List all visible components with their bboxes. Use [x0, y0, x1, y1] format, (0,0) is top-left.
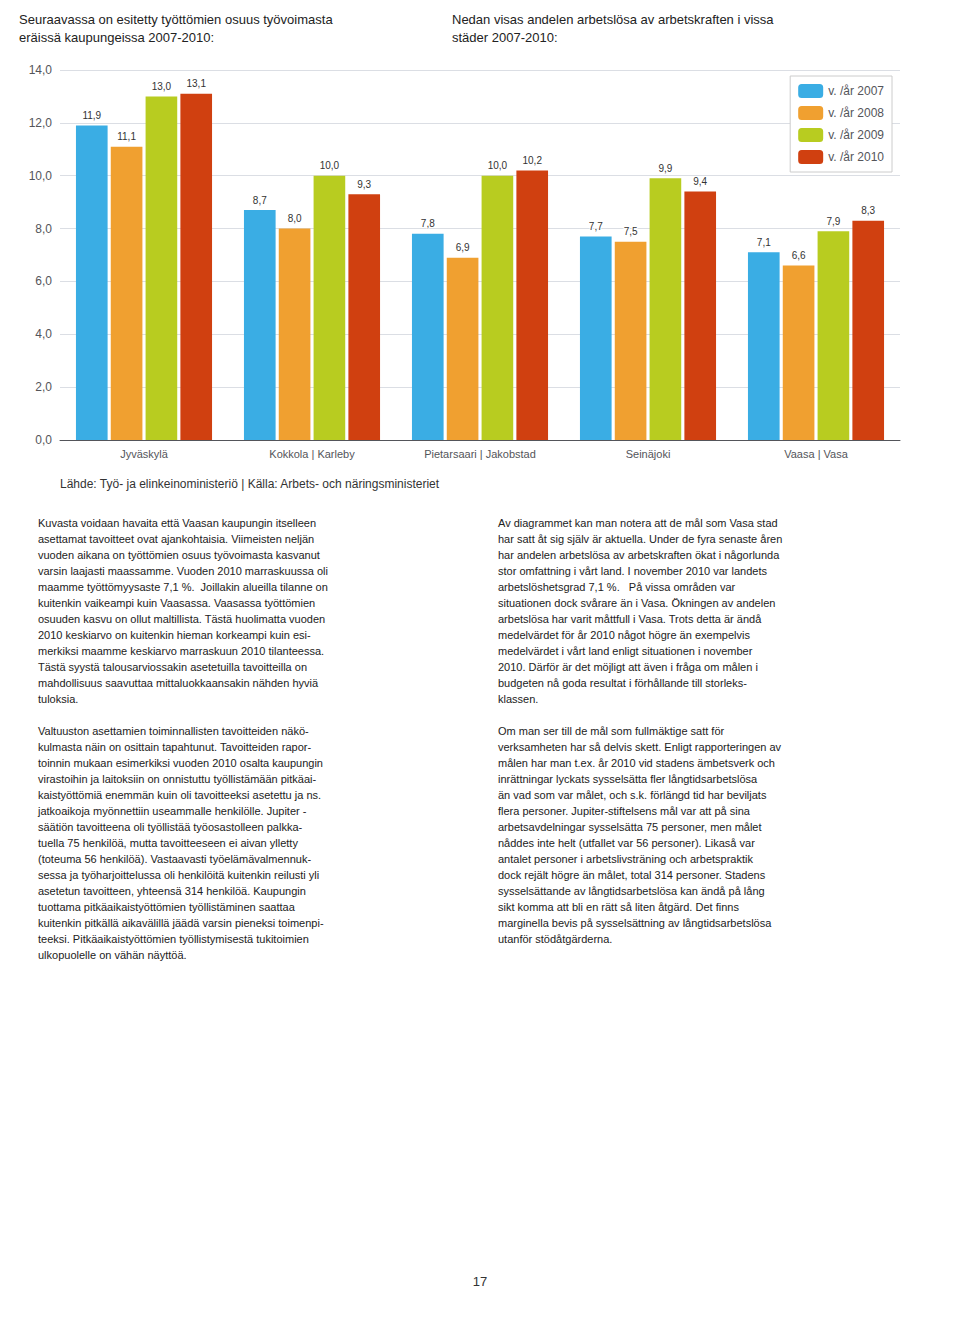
svg-text:14,0: 14,0	[29, 63, 53, 77]
svg-text:Seinäjoki: Seinäjoki	[626, 448, 671, 460]
svg-text:8,7: 8,7	[253, 195, 267, 206]
svg-text:0,0: 0,0	[35, 433, 52, 447]
svg-text:13,1: 13,1	[186, 78, 206, 89]
svg-text:11,9: 11,9	[82, 110, 101, 121]
svg-text:arbetslösa har varit måttfull: arbetslösa har varit måttfull i Vasa. Tr…	[498, 613, 762, 625]
svg-text:asettamat tavoitteet ovat ajan: asettamat tavoitteet ovat ajankohtaisia.…	[38, 533, 314, 545]
svg-text:marginella bevis på sysselsätt: marginella bevis på sysselsättning av lå…	[498, 917, 772, 929]
svg-text:7,9: 7,9	[826, 216, 840, 227]
svg-text:arbetslöshetsgrad 7,1 %. På: arbetslöshetsgrad 7,1 %. På vissa område…	[498, 581, 736, 593]
svg-text:utanför stödåtgärderna.: utanför stödåtgärderna.	[498, 933, 612, 945]
svg-text:9,4: 9,4	[693, 176, 707, 187]
svg-text:medelvärdet i vårt land enligt: medelvärdet i vårt land enligt situation…	[498, 645, 753, 657]
svg-text:flera personer. Jupiter-stifte: flera personer. Jupiter-stiftelsens mål …	[498, 805, 751, 817]
svg-text:mahdollisuus saavuttaa mittalu: mahdollisuus saavuttaa mittaluokkaansaki…	[38, 677, 319, 689]
svg-text:toinnin mukaan esimerkiksi vuo: toinnin mukaan esimerkiksi vuoden 2010 o…	[38, 757, 323, 769]
svg-text:8,0: 8,0	[35, 222, 52, 236]
svg-text:7,5: 7,5	[624, 226, 638, 237]
svg-text:har andelen arbetslösa av arbe: har andelen arbetslösa av arbetskraften …	[498, 549, 780, 561]
svg-text:tuottama pitkäaikaistyöttömien: tuottama pitkäaikaistyöttömien työllistä…	[38, 901, 296, 913]
svg-text:9,3: 9,3	[357, 179, 371, 190]
svg-text:asetetun tavoitteen, yhteensä: asetetun tavoitteen, yhteensä 314 henkil…	[38, 885, 306, 897]
svg-text:Valtuuston asettamien toiminna: Valtuuston asettamien toiminnallisten ta…	[38, 725, 309, 737]
svg-text:dock rejält högre än målet, to: dock rejält högre än målet, total 314 pe…	[498, 869, 766, 881]
svg-text:10,0: 10,0	[29, 169, 53, 183]
svg-text:4,0: 4,0	[35, 327, 52, 341]
svg-text:virastoihin ja laitoksiin on o: virastoihin ja laitoksiin on onnistuttu …	[38, 773, 317, 785]
svg-text:Tästä syystä talousarviossakin: Tästä syystä talousarviossakin asetetuil…	[38, 661, 307, 673]
svg-text:Seuraavassa on esitetty työttö: Seuraavassa on esitetty työttömien osuus…	[19, 12, 333, 27]
svg-text:Kokkola | Karleby: Kokkola | Karleby	[269, 448, 355, 460]
svg-text:medelvärdet för år 2010 något: medelvärdet för år 2010 något högre än e…	[498, 629, 750, 641]
svg-text:6,6: 6,6	[792, 250, 806, 261]
svg-text:osuuden kasvu on ollut maltill: osuuden kasvu on ollut maltillista. Täst…	[38, 613, 325, 625]
svg-text:Lähde: Työ- ja elinkeinominist: Lähde: Työ- ja elinkeinoministeriö | Käl…	[60, 477, 440, 491]
svg-text:2010 keskiarvo on kuitenkin hi: 2010 keskiarvo on kuitenkin hieman korke…	[38, 629, 311, 641]
svg-text:sysselsättande av långtidsarbe: sysselsättande av långtidsarbetslösa kan…	[498, 885, 765, 897]
svg-text:Nedan visas andelen arbetslösa: Nedan visas andelen arbetslösa av arbets…	[452, 12, 774, 27]
svg-text:varsin laajasti maassamme. Vuo: varsin laajasti maassamme. Vuoden 2010 m…	[38, 565, 328, 577]
svg-text:budgeten nå goda resultat i fö: budgeten nå goda resultat i förhållande …	[498, 677, 747, 689]
svg-text:kuitenkin pitkällä aikavälillä: kuitenkin pitkällä aikavälillä jäädä var…	[38, 917, 324, 929]
svg-text:merkiksi maamme keskiarvo marr: merkiksi maamme keskiarvo marraskuun 201…	[38, 645, 324, 657]
svg-text:har satt åt sig själv är aktue: har satt åt sig själv är aktuella. Under…	[498, 533, 782, 545]
svg-text:v. /år 2009: v. /år 2009	[828, 128, 884, 142]
svg-text:kulmasta näin on osittain tapa: kulmasta näin on osittain tapahtunut. Ta…	[38, 741, 311, 753]
svg-text:tuella 75 henkilöä, mutta tavo: tuella 75 henkilöä, mutta tavoitteeseen …	[38, 837, 298, 849]
svg-text:nåddes inte helt (utfallet var: nåddes inte helt (utfallet var 56 person…	[498, 837, 755, 849]
svg-text:8,0: 8,0	[288, 213, 302, 224]
svg-text:12,0: 12,0	[29, 116, 53, 130]
svg-text:17: 17	[473, 1274, 487, 1289]
svg-text:än vad som var målet, och s.k.: än vad som var målet, och s.k. förlängd …	[498, 789, 767, 801]
svg-text:klassen.: klassen.	[498, 693, 538, 705]
svg-text:säätiön tavoitteena oli työlli: säätiön tavoitteena oli työllistää työos…	[38, 821, 302, 833]
svg-text:inrättningar lyckats sysselsät: inrättningar lyckats sysselsätta fler lå…	[498, 773, 758, 785]
svg-text:maamme työttömyysaste 7,1 %.: maamme työttömyysaste 7,1 %. Joillakin a…	[38, 581, 328, 593]
svg-text:verksamheten har så delvis ske: verksamheten har så delvis skett. Enligt…	[498, 741, 782, 753]
svg-text:6,0: 6,0	[35, 274, 52, 288]
svg-text:Vaasa | Vasa: Vaasa | Vasa	[784, 448, 848, 460]
svg-text:antalet personer i arbetslivst: antalet personer i arbetslivsträning och…	[498, 853, 753, 865]
svg-text:Pietarsaari | Jakobstad: Pietarsaari | Jakobstad	[424, 448, 536, 460]
svg-text:jatkoaikoja myönnettiin useamm: jatkoaikoja myönnettiin useammalle henki…	[37, 805, 307, 817]
svg-text:v. /år 2010: v. /år 2010	[828, 150, 884, 164]
svg-text:10,2: 10,2	[522, 155, 542, 166]
svg-text:Om man ser till de mål som ful: Om man ser till de mål som fullmäktige s…	[498, 725, 725, 737]
svg-text:situationen dock svårare än i: situationen dock svårare än i Vasa. Ökni…	[498, 597, 775, 609]
svg-text:arbetsavdelningar sysselsätta: arbetsavdelningar sysselsätta 75 persone…	[498, 821, 762, 833]
svg-text:målen har man t.ex. år 2010 vi: målen har man t.ex. år 2010 vid stadens …	[498, 757, 775, 769]
svg-text:tuloksia.: tuloksia.	[38, 693, 78, 705]
svg-text:sikt komma att bli en rätt så: sikt komma att bli en rätt så liten åtgä…	[498, 901, 739, 913]
svg-text:Jyväskylä: Jyväskylä	[120, 448, 169, 460]
svg-text:städer 2007-2010:: städer 2007-2010:	[452, 30, 558, 45]
svg-text:7,1: 7,1	[757, 237, 771, 248]
svg-text:Kuvasta voidaan havaita että V: Kuvasta voidaan havaita että Vaasan kaup…	[38, 517, 316, 529]
svg-text:13,0: 13,0	[152, 81, 172, 92]
svg-text:(toteuma 56 henkilöä). Vastaav: (toteuma 56 henkilöä). Vastaavasti työel…	[38, 853, 311, 865]
svg-text:teeksi. Pitkäaikaistyöttömien: teeksi. Pitkäaikaistyöttömien työllistym…	[38, 933, 309, 945]
svg-text:8,3: 8,3	[861, 205, 875, 216]
svg-text:9,9: 9,9	[658, 163, 672, 174]
svg-text:10,0: 10,0	[488, 160, 508, 171]
svg-text:vuoden aikana on työttömien os: vuoden aikana on työttömien osuus työvoi…	[38, 549, 320, 561]
svg-text:stor omfattning i vårt land. I: stor omfattning i vårt land. I november …	[498, 565, 768, 577]
svg-text:2,0: 2,0	[35, 380, 52, 394]
svg-text:eräissä kaupungeissa 2007-2010: eräissä kaupungeissa 2007-2010:	[19, 30, 214, 45]
svg-text:v. /år 2007: v. /år 2007	[828, 84, 884, 98]
svg-text:2010. Därför är det möjligt at: 2010. Därför är det möjligt att även i f…	[498, 661, 758, 673]
svg-text:7,8: 7,8	[421, 218, 435, 229]
svg-text:Av diagrammet kan man notera a: Av diagrammet kan man notera att de mål …	[498, 517, 778, 529]
svg-text:sessa ja työharjoittelussa oli: sessa ja työharjoittelussa oli henkilöit…	[38, 869, 319, 881]
svg-text:10,0: 10,0	[320, 160, 340, 171]
svg-text:7,7: 7,7	[589, 221, 603, 232]
svg-text:6,9: 6,9	[456, 242, 470, 253]
svg-text:ulkopuolelle on vähän näyttöä.: ulkopuolelle on vähän näyttöä.	[38, 949, 187, 961]
svg-text:kaistyöttömiä enemmän kuin oli: kaistyöttömiä enemmän kuin oli tavoittee…	[38, 789, 321, 801]
svg-text:kuitenkin vaikeampi kuin Vaasa: kuitenkin vaikeampi kuin Vaasassa. Vaasa…	[38, 597, 315, 609]
svg-text:v. /år 2008: v. /år 2008	[828, 106, 884, 120]
svg-text:11,1: 11,1	[117, 131, 136, 142]
